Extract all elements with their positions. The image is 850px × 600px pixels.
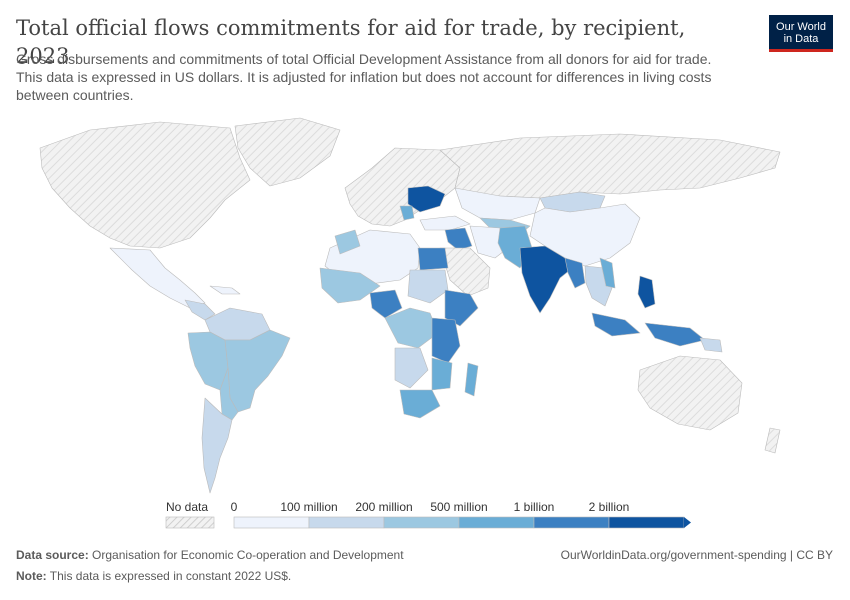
legend-bin-swatch[interactable] [608, 516, 685, 529]
region-turkey[interactable] [419, 215, 471, 231]
data-source-text[interactable]: Organisation for Economic Co-operation a… [92, 548, 404, 562]
legend-bin-swatch[interactable] [233, 516, 310, 529]
region-bangladesh-myanmar[interactable] [564, 257, 586, 289]
region-morocco[interactable] [334, 229, 361, 255]
map-legend: No data 0 100 million 200 million 500 milli… [160, 498, 700, 534]
region-madagascar[interactable] [464, 362, 479, 397]
region-brazil[interactable] [224, 329, 291, 413]
region-central-africa[interactable] [384, 307, 439, 349]
legend-no-data-swatch [165, 516, 215, 529]
region-iraq-syria[interactable] [444, 227, 473, 251]
region-ethiopia-horn[interactable] [444, 289, 479, 327]
region-argentina-chile[interactable] [201, 397, 233, 494]
region-peru-ecuador[interactable] [187, 331, 229, 391]
logo-line-2: in Data [783, 33, 819, 45]
chart-subtitle: Gross disbursements and commitments of t… [16, 51, 712, 103]
owid-logo[interactable]: Our World in Data [769, 15, 833, 52]
legend-arrow-tip [684, 517, 691, 528]
region-kenya-tanzania[interactable] [431, 317, 461, 364]
region-central-america[interactable] [184, 299, 216, 321]
note-label: Note: [16, 569, 47, 583]
region-mexico[interactable] [109, 247, 206, 309]
data-source: Data source: Organisation for Economic C… [16, 548, 404, 562]
legend-bin-label: 200 million [355, 500, 413, 514]
region-south-africa[interactable] [399, 389, 441, 419]
legend-bin-swatch[interactable] [383, 516, 460, 529]
region-russia[interactable] [439, 133, 781, 199]
legend-bin-label: 100 million [280, 500, 338, 514]
region-vietnam[interactable] [599, 257, 616, 289]
region-png[interactable] [699, 337, 723, 353]
legend-bin-swatch[interactable] [308, 516, 385, 529]
legend-bin-label: 500 million [430, 500, 488, 514]
region-india[interactable] [519, 245, 576, 314]
region-iran[interactable] [469, 225, 509, 259]
region-ukraine[interactable] [407, 185, 446, 213]
legend-bin-swatch[interactable] [533, 516, 610, 529]
legend-bin-label: 2 billion [588, 500, 630, 514]
region-greenland[interactable] [234, 117, 341, 187]
note-text: This data is expressed in constant 2022 … [49, 569, 292, 583]
legend-bin-label: 1 billion [513, 500, 555, 514]
source-url-link[interactable]: OurWorldinData.org/government-spending |… [560, 548, 833, 562]
region-australia[interactable] [637, 355, 743, 431]
region-southern-africa-west[interactable] [394, 347, 429, 389]
legend-bin-label: 0 [230, 500, 238, 514]
legend-scale [165, 516, 691, 529]
region-caribbean[interactable] [209, 285, 241, 295]
region-arabia[interactable] [439, 247, 491, 297]
legend-no-data-label: No data [166, 500, 209, 514]
region-nigeria[interactable] [369, 289, 403, 319]
legend-bin-swatch[interactable] [458, 516, 535, 529]
logo-line-1: Our World [776, 21, 826, 33]
data-source-label: Data source: [16, 548, 89, 562]
region-philippines[interactable] [637, 275, 656, 309]
region-mozambique[interactable] [431, 357, 453, 391]
region-sahel-west[interactable] [319, 267, 381, 304]
region-kazakhstan[interactable] [454, 187, 541, 221]
region-indonesia-west[interactable] [591, 312, 641, 337]
chart-title: Total official flows commitments for aid… [16, 16, 686, 68]
region-new-zealand[interactable] [764, 427, 781, 454]
world-map[interactable] [0, 108, 850, 498]
region-indonesia-east[interactable] [644, 322, 706, 347]
region-canada-usa[interactable] [39, 121, 251, 249]
region-egypt[interactable] [417, 247, 449, 271]
region-balkans[interactable] [399, 205, 415, 221]
chart-note: Note: This data is expressed in constant… [16, 569, 291, 583]
region-sudan[interactable] [407, 269, 449, 304]
